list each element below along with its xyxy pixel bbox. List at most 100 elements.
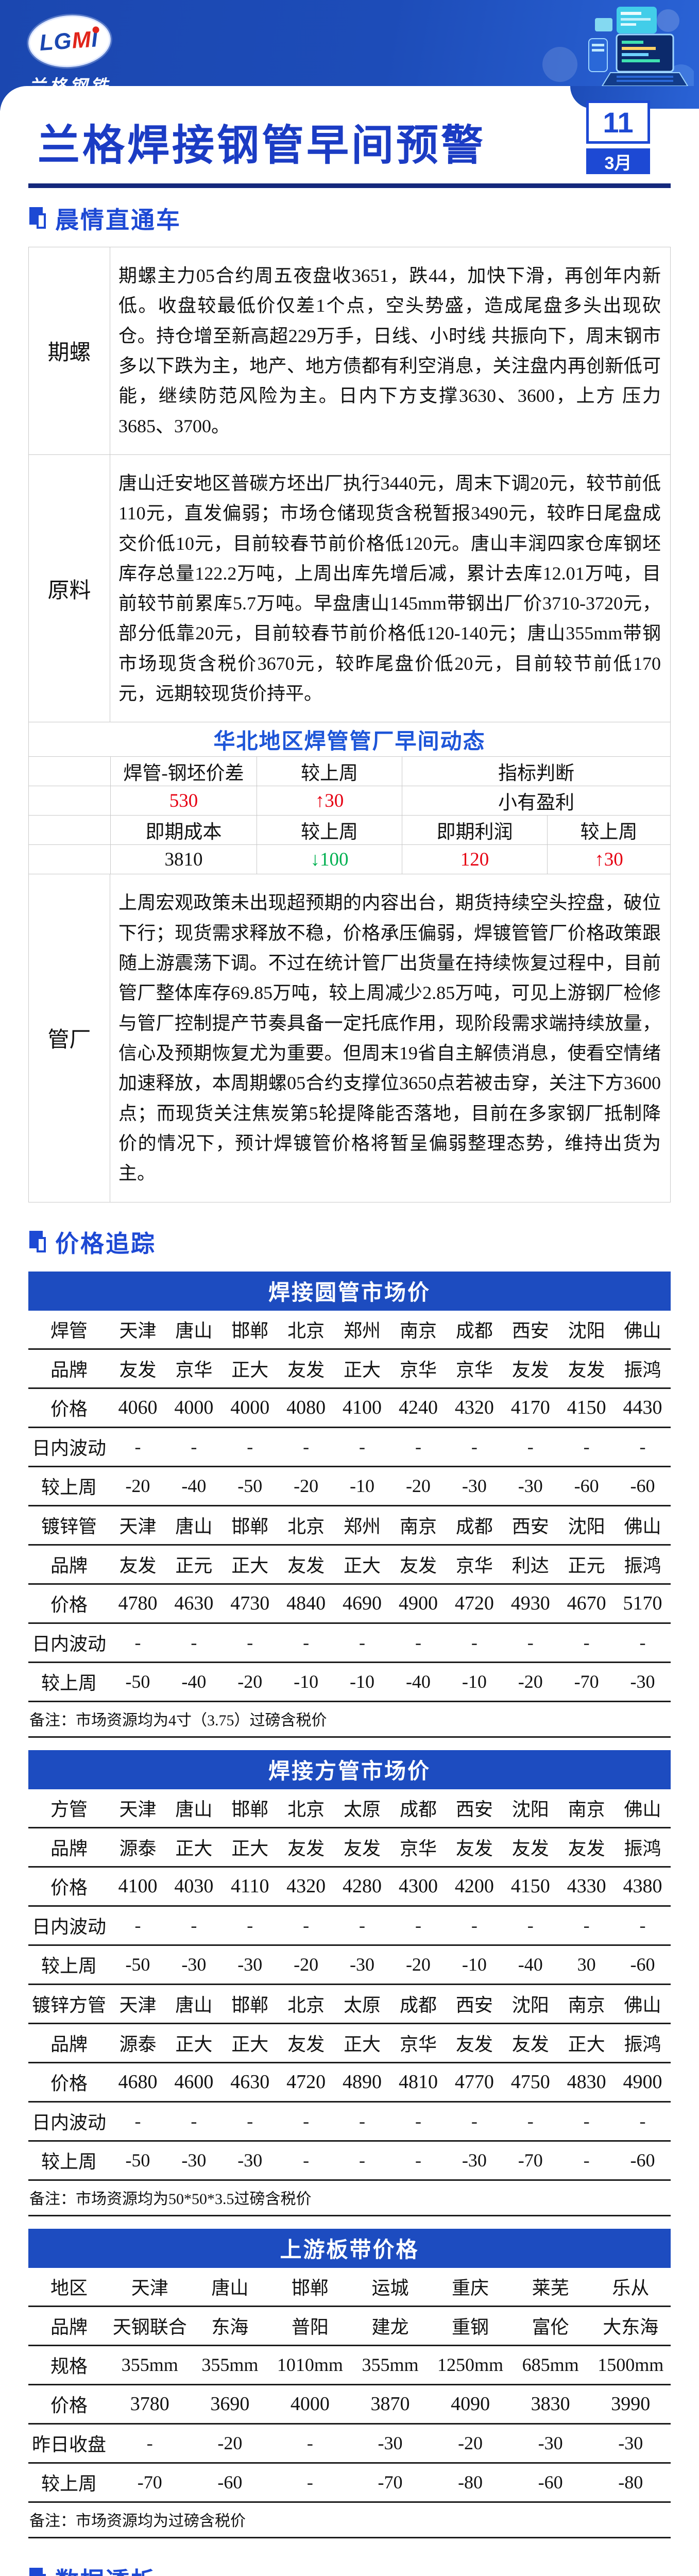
table-cell: 京华 — [399, 1838, 437, 1859]
table-row: 较上周 -50 -30 -30 -20 -30 -20 -10 -40 30 -60 — [28, 1946, 671, 1985]
date-month: 3月 — [586, 148, 650, 174]
table-cell: 运城 — [371, 2278, 409, 2298]
table-cell: -40 — [518, 1954, 543, 1975]
row-label: 昨日收盘 — [31, 2434, 106, 2455]
table-cell: 友发 — [119, 1360, 157, 1380]
row-label-qiluo: 期螺 — [29, 247, 110, 454]
table-cell: 大东海 — [603, 2317, 659, 2337]
table-note: 备注：市场资源均为4寸（3.75）过磅含税价 — [28, 1702, 671, 1738]
table-cell: 3690 — [210, 2393, 250, 2415]
table-cell: 邯郸 — [231, 1799, 269, 1820]
table-row: 品牌 友发 正元 正大 友发 正大 友发 京华 利达 正元 振鸿 — [28, 1546, 671, 1585]
table-cell: -30 — [350, 1954, 375, 1975]
table-cell: 北京 — [287, 1799, 325, 1820]
table-title-bar: 上游板带价格 — [28, 2228, 671, 2268]
table-cell: - — [306, 2472, 313, 2493]
table-cell: -20 — [237, 1671, 263, 1692]
section-morning: 晨情直通车 — [29, 201, 671, 235]
table-cell: 南京 — [399, 1320, 437, 1341]
table-cell: - — [471, 2111, 478, 2131]
table-cell: 3780 — [130, 2393, 169, 2415]
table-cell: 4840 — [286, 1592, 326, 1614]
table-row: 较上周 -50 -30 -30 - - - -30 -70 - -60 — [28, 2142, 671, 2181]
table-cell: 源泰 — [119, 2034, 157, 2055]
table-cell: - — [247, 1915, 253, 1936]
table-cell: 邯郸 — [231, 1516, 269, 1537]
table-cell: 正大 — [231, 1555, 269, 1576]
table-cell: 355mm — [201, 2354, 259, 2375]
table-cell: - — [359, 1632, 366, 1653]
row-label: 较上周 — [41, 1956, 97, 1976]
table-cell: -30 — [462, 2150, 487, 2171]
table-cell: 3830 — [531, 2393, 570, 2415]
table-row: 较上周 -50 -40 -20 -10 -10 -40 -10 -20 -70 -30 — [28, 1663, 671, 1702]
table-row: 品牌 源泰 正大 正大 友发 友发 京华 友发 友发 友发 振鸿 — [28, 1828, 671, 1868]
row-label: 价格 — [50, 1399, 88, 1419]
table-cell: -70 — [137, 2472, 162, 2493]
table-cell: 邯郸 — [231, 1995, 269, 2015]
table-cell: - — [359, 1915, 366, 1936]
table-row: 日内波动 - - - - - - - - - - — [28, 1624, 671, 1663]
table-cell: 1250mm — [437, 2354, 504, 2375]
table-cell: 天津 — [119, 1799, 157, 1820]
table-cell: 355mm — [362, 2354, 419, 2375]
table-cell: 4000 — [174, 1397, 214, 1418]
row-label: 规格 — [50, 2356, 88, 2377]
table-cell: 京华 — [399, 2034, 437, 2055]
table-cell: 天津 — [119, 1516, 157, 1537]
table-row: 品牌 源泰 正大 正大 友发 正大 京华 友发 友发 正大 振鸿 — [28, 2024, 671, 2063]
table-cell: 4830 — [567, 2071, 606, 2093]
row-label: 品牌 — [50, 1360, 88, 1380]
table-row: 期螺 期螺主力05合约周五夜盘收3651，跌44，加快下滑，再创年内新低。收盘较… — [29, 247, 670, 454]
table-cell: -30 — [518, 1476, 543, 1496]
table-cell: 4630 — [230, 2071, 270, 2093]
table-cell: 北京 — [287, 1995, 325, 2015]
table-cell: 唐山 — [175, 1995, 213, 2015]
table-cell: 4810 — [398, 2071, 438, 2093]
spacer-cell — [29, 756, 110, 786]
row-label: 方管 — [50, 1799, 88, 1820]
table-cell: 唐山 — [175, 1516, 213, 1537]
table-cell: 友发 — [512, 1360, 549, 1380]
table-cell: 邯郸 — [291, 2278, 329, 2298]
row-label: 价格 — [50, 1595, 88, 1615]
table-cell: 友发 — [287, 1360, 325, 1380]
table-cell: 4100 — [118, 1875, 158, 1897]
table-cell: -50 — [125, 1954, 150, 1975]
table-cell: 太原 — [344, 1995, 381, 2015]
table-cell: 4000 — [230, 1397, 270, 1418]
table-cell: 4900 — [398, 1592, 438, 1614]
table-cell: 沈阳 — [568, 1320, 605, 1341]
table-cell: - — [583, 2150, 590, 2171]
table-cell: 正大 — [231, 1360, 269, 1380]
table-cell: 4080 — [286, 1397, 326, 1418]
date-day: 11 — [586, 100, 650, 144]
table-row: 品牌 天钢联合 东海 普阳 建龙 重钢 富伦 大东海 — [28, 2307, 671, 2346]
table-cell: -20 — [294, 1476, 319, 1496]
strip-price-table: 上游板带价格 地区 天津 唐山 邯郸 运城 重庆 莱芜 乐从 品牌 天钢联合 东海 普阳 建龙 重钢 富伦 大东… — [28, 2228, 671, 2538]
table-cell: 唐山 — [175, 1799, 213, 1820]
table-row: 规格 355mm 355mm 1010mm 355mm 1250mm 685mm 1500mm — [28, 2346, 671, 2385]
table-cell: -30 — [181, 2150, 207, 2171]
row-label: 镀锌方管 — [31, 1995, 106, 2015]
page-title: 兰格焊接钢管早间预警 — [38, 122, 486, 169]
lgmi-logo-text: LGMI — [38, 26, 99, 56]
table-cell: 4720 — [286, 2071, 326, 2093]
table-cell: 天津 — [119, 1995, 157, 2015]
row-label: 品牌 — [50, 1555, 88, 1576]
table-cell: 佛山 — [624, 1516, 661, 1537]
table-cell: 友发 — [512, 2034, 549, 2055]
row-label: 日内波动 — [31, 1438, 106, 1459]
table-cell: -10 — [350, 1476, 375, 1496]
table-title-bar: 焊接方管市场价 — [28, 1750, 671, 1789]
table-row: 价格 4680 4600 4630 4720 4890 4810 4770 4750 4830 49… — [28, 2063, 671, 2103]
table-cell: 京华 — [399, 1360, 437, 1380]
table-cell: 正大 — [344, 1360, 381, 1380]
table-cell: 沈阳 — [568, 1516, 605, 1537]
table-cell: -30 — [237, 2150, 263, 2171]
table-cell: -70 — [518, 2150, 543, 2171]
table-cell: 4900 — [623, 2071, 662, 2093]
indicator-value: 小有盈利 — [402, 786, 670, 816]
table-row: 较上周 -20 -40 -50 -20 -10 -20 -30 -30 -60 -60 — [28, 1467, 671, 1506]
table-cell: 4380 — [623, 1875, 662, 1897]
